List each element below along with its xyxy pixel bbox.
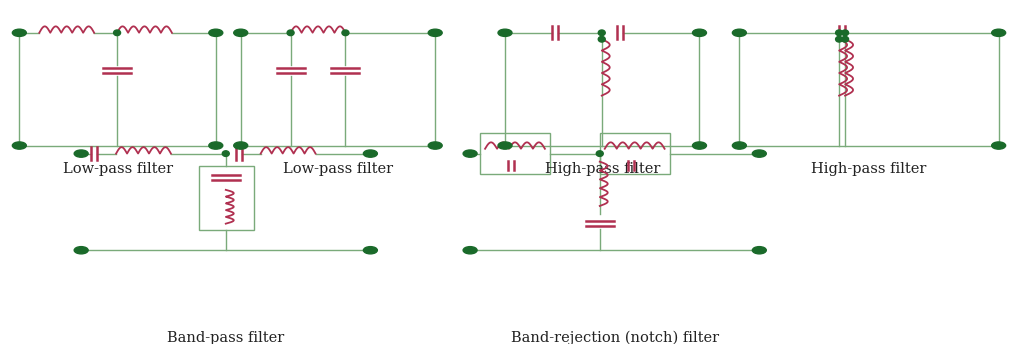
Circle shape — [598, 30, 605, 36]
Text: Band-pass filter: Band-pass filter — [167, 331, 285, 344]
Ellipse shape — [12, 142, 26, 149]
Ellipse shape — [753, 247, 766, 254]
Circle shape — [836, 30, 843, 36]
Circle shape — [596, 151, 603, 157]
Bar — [199, 166, 253, 230]
Ellipse shape — [498, 29, 512, 36]
Ellipse shape — [498, 142, 512, 149]
Ellipse shape — [992, 142, 1006, 149]
Bar — [480, 133, 550, 174]
Ellipse shape — [463, 150, 477, 157]
Ellipse shape — [208, 29, 223, 36]
Circle shape — [842, 36, 848, 42]
Ellipse shape — [74, 247, 88, 254]
Text: Low-pass filter: Low-pass filter — [62, 162, 173, 176]
Ellipse shape — [363, 247, 377, 254]
Ellipse shape — [693, 29, 707, 36]
Ellipse shape — [693, 142, 707, 149]
Ellipse shape — [363, 150, 377, 157]
Ellipse shape — [74, 150, 88, 157]
Ellipse shape — [234, 142, 248, 149]
Ellipse shape — [428, 29, 442, 36]
Ellipse shape — [992, 29, 1006, 36]
Ellipse shape — [428, 142, 442, 149]
Text: High-pass filter: High-pass filter — [812, 162, 926, 176]
Text: Band-rejection (notch) filter: Band-rejection (notch) filter — [511, 331, 719, 344]
Bar — [600, 133, 669, 174]
Circle shape — [287, 30, 294, 36]
Text: Low-pass filter: Low-pass filter — [283, 162, 393, 176]
Ellipse shape — [753, 150, 766, 157]
Circle shape — [836, 36, 843, 42]
Circle shape — [114, 30, 121, 36]
Circle shape — [598, 36, 605, 42]
Circle shape — [223, 151, 229, 157]
Circle shape — [842, 30, 848, 36]
Ellipse shape — [234, 29, 248, 36]
Text: High-pass filter: High-pass filter — [544, 162, 660, 176]
Ellipse shape — [12, 29, 26, 36]
Circle shape — [342, 30, 349, 36]
Ellipse shape — [732, 29, 746, 36]
Ellipse shape — [208, 142, 223, 149]
Ellipse shape — [463, 247, 477, 254]
Ellipse shape — [732, 142, 746, 149]
